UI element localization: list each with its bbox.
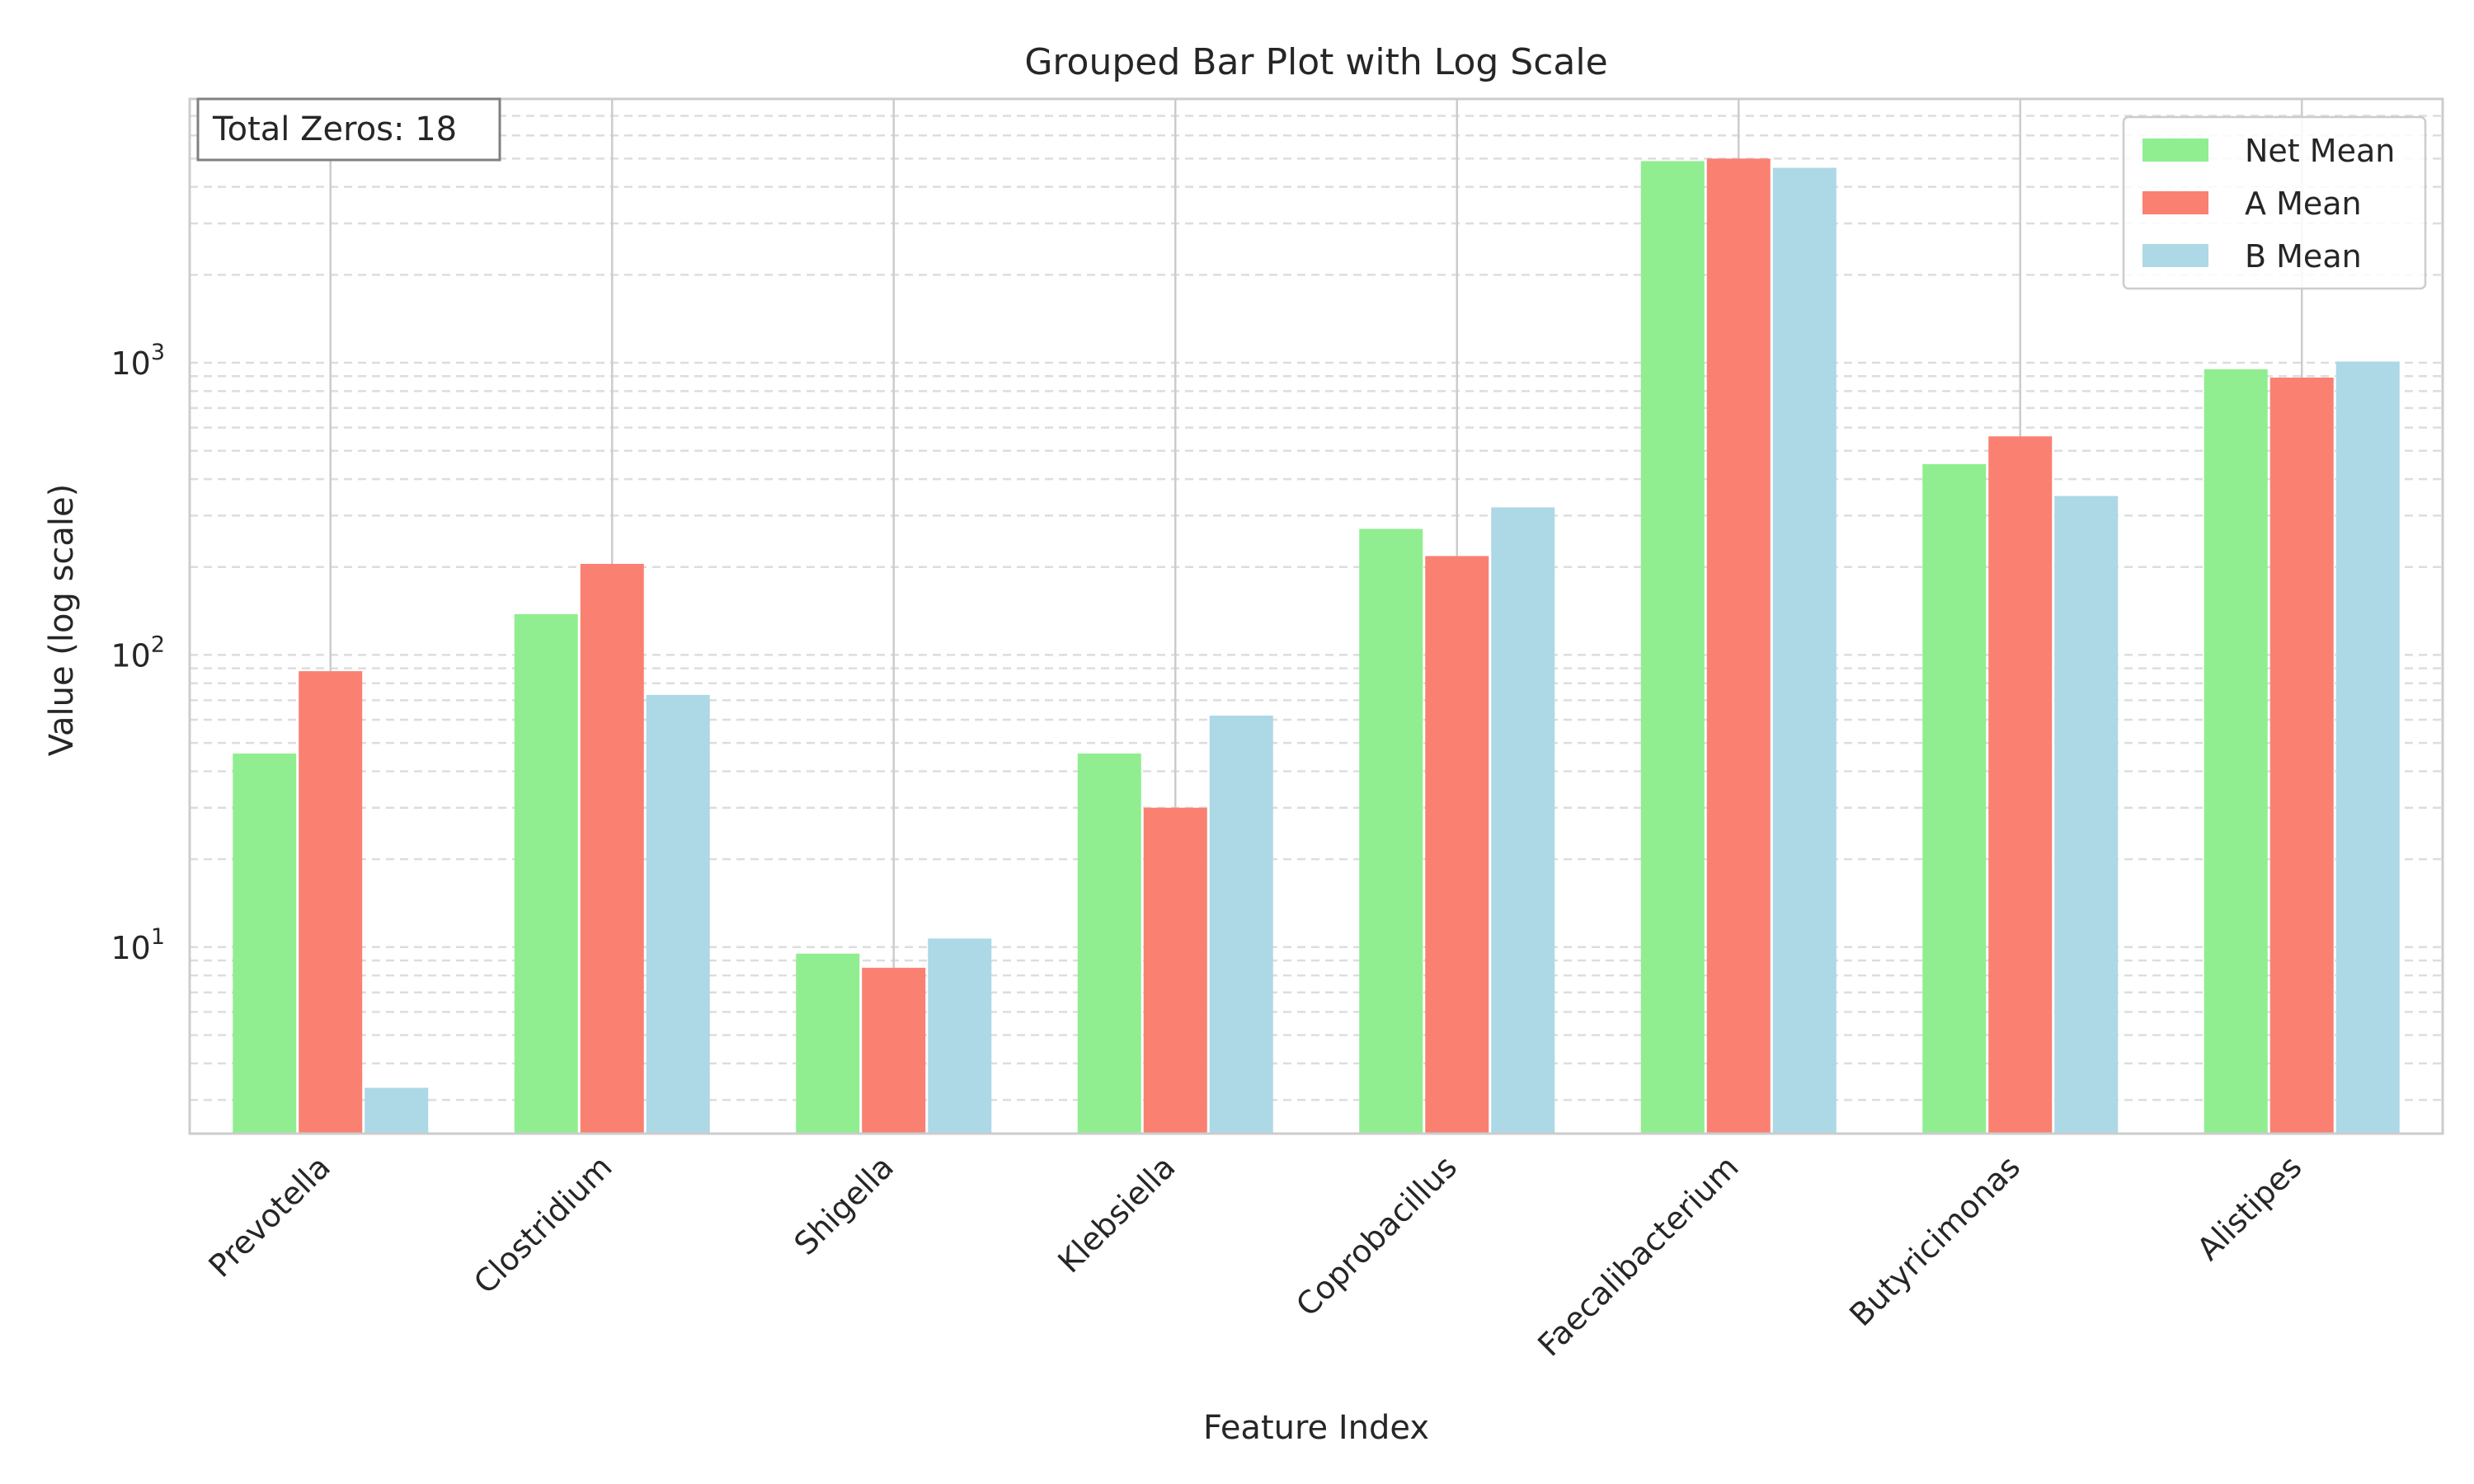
x-tick-label: Coprobacillus <box>1289 1148 1464 1323</box>
y-tick-label: 102 <box>111 632 165 674</box>
bar-a-mean <box>299 671 363 1134</box>
bar-a-mean <box>1143 807 1207 1134</box>
x-tick-label: Prevotella <box>201 1148 337 1284</box>
y-tick-exponent: 1 <box>151 924 165 950</box>
bar-a-mean <box>1425 556 1489 1134</box>
bars <box>233 158 2400 1134</box>
y-tick-base: 10 <box>111 637 150 674</box>
bar-b-mean <box>2054 495 2119 1134</box>
bar-b-mean <box>646 694 710 1134</box>
y-tick-exponent: 2 <box>151 632 165 657</box>
y-axis-label: Value (log scale) <box>43 484 81 757</box>
x-tick-label: Butyricimonas <box>1842 1148 2027 1333</box>
bar-net-mean <box>1922 463 1987 1134</box>
bar-net-mean <box>1077 753 1141 1134</box>
legend-label: A Mean <box>2245 186 2362 222</box>
y-tick-exponent: 3 <box>151 340 165 365</box>
bar-b-mean <box>2335 361 2400 1134</box>
bar-net-mean <box>233 753 297 1134</box>
bar-b-mean <box>1209 715 1273 1134</box>
bar-a-mean <box>580 563 644 1134</box>
bar-a-mean <box>2269 377 2334 1134</box>
plot-frame <box>188 97 2444 1135</box>
x-axis-label: Feature Index <box>1203 1409 1429 1447</box>
zeros-annotation: Total Zeros: 18 <box>196 97 501 162</box>
y-tick-label: 103 <box>111 340 165 382</box>
x-tick-label: Klebsiella <box>1051 1148 1182 1280</box>
bar-net-mean <box>2204 369 2268 1134</box>
legend-label: Net Mean <box>2245 133 2395 169</box>
bar-b-mean <box>1772 167 1837 1134</box>
y-tick-label: 101 <box>111 924 165 966</box>
bar-a-mean <box>862 967 926 1134</box>
bar-net-mean <box>1640 161 1705 1134</box>
annotation-box <box>196 97 501 162</box>
y-tick-base: 10 <box>111 345 150 382</box>
legend-swatch <box>2142 191 2208 214</box>
legend-swatch <box>2142 244 2208 267</box>
annotation-text: Total Zeros: 18 <box>212 110 457 148</box>
bar-b-mean <box>1491 507 1555 1134</box>
bar-net-mean <box>1359 528 1423 1134</box>
bar-b-mean <box>365 1087 429 1134</box>
chart-title: Grouped Bar Plot with Log Scale <box>1024 41 1607 83</box>
bar-a-mean <box>1706 158 1771 1134</box>
x-tick-label: Alistipes <box>2190 1148 2309 1267</box>
bar-net-mean <box>514 613 578 1134</box>
legend-label: B Mean <box>2245 238 2362 275</box>
x-tick-labels: Prevotella Clostridium Shigella Klebsiella C… <box>201 1148 2308 1363</box>
x-tick-label: Clostridium <box>467 1148 619 1301</box>
x-tick-label: Shigella <box>787 1148 901 1262</box>
x-tick-label: Faecalibacterium <box>1531 1148 1745 1363</box>
bar-b-mean <box>928 938 992 1134</box>
y-tick-base: 10 <box>111 930 150 966</box>
bar-net-mean <box>796 953 860 1134</box>
legend: Net Mean A Mean B Mean <box>2122 115 2427 290</box>
bar-a-mean <box>1988 436 2053 1134</box>
legend-swatch <box>2142 139 2208 162</box>
